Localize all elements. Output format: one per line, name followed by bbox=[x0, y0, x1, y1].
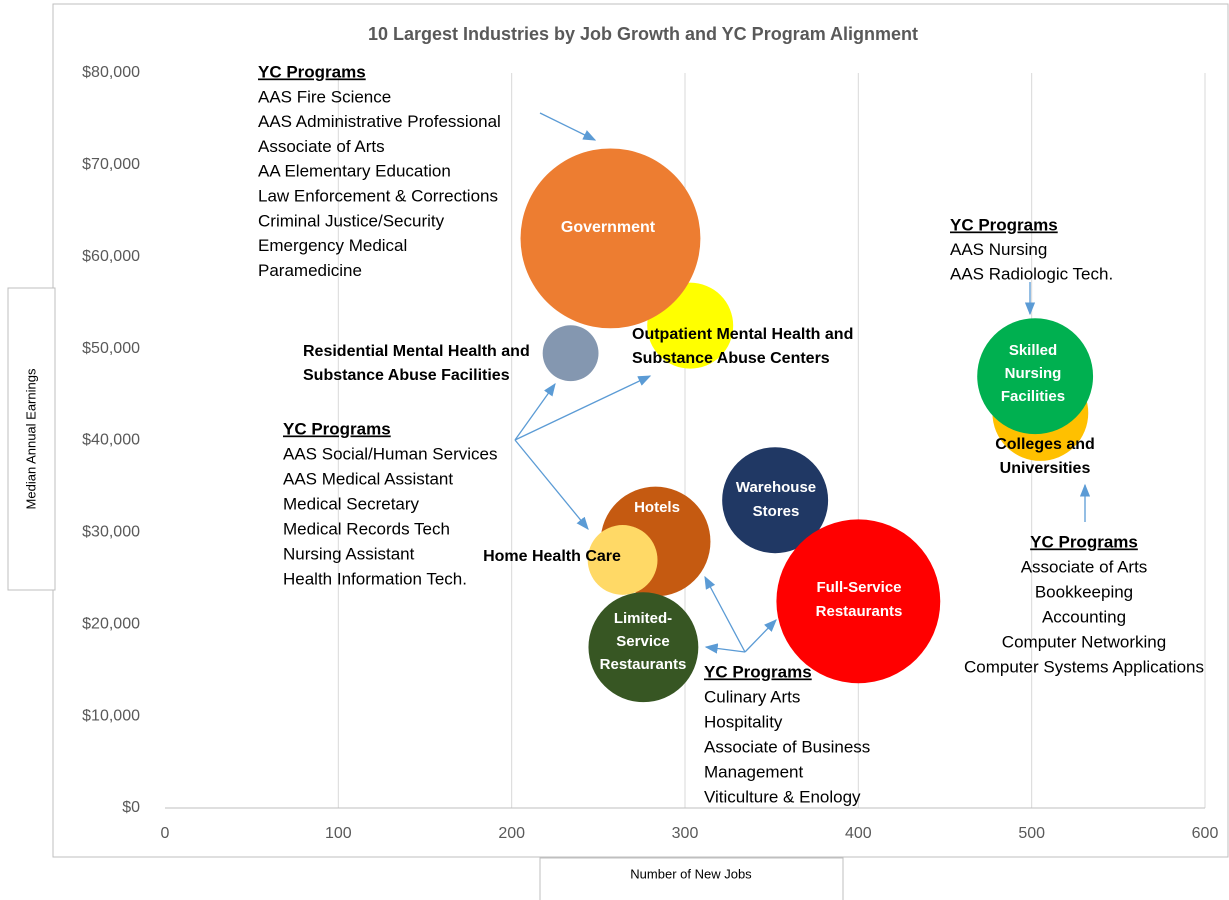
annotation-item: Paramedicine bbox=[258, 261, 362, 280]
annotation-item: Emergency Medical bbox=[258, 236, 407, 255]
bubble bbox=[588, 592, 699, 703]
x-tick-label: 100 bbox=[325, 825, 352, 842]
annotation-item: Computer Networking bbox=[1002, 632, 1166, 651]
annotation-item: AAS Social/Human Services bbox=[283, 444, 497, 463]
y-tick-label: $50,000 bbox=[82, 340, 140, 357]
bubble bbox=[587, 525, 658, 595]
annotation-heading: YC Programs bbox=[950, 215, 1058, 234]
y-axis-title: Median Annual Earnings bbox=[23, 368, 38, 509]
x-tick-label: 300 bbox=[672, 825, 699, 842]
annotation-item: Associate of Business bbox=[704, 737, 870, 756]
annotation-item: Management bbox=[704, 762, 804, 781]
bubble-label: Restaurants bbox=[816, 603, 903, 620]
y-tick-label: $0 bbox=[122, 799, 140, 816]
chart-title: 10 Largest Industries by Job Growth and … bbox=[368, 24, 918, 44]
annotation-heading: YC Programs bbox=[1030, 532, 1138, 551]
bubble-label: Restaurants bbox=[600, 656, 687, 673]
bubble-label: Universities bbox=[1000, 460, 1091, 477]
x-tick-label: 0 bbox=[161, 825, 170, 842]
bubble-label: Substance Abuse Centers bbox=[632, 350, 830, 367]
bubble-label: Warehouse bbox=[736, 479, 816, 496]
x-axis-title: Number of New Jobs bbox=[630, 866, 752, 881]
bubble-label: Service bbox=[616, 633, 669, 650]
annotation-item: Nursing Assistant bbox=[283, 544, 415, 563]
annotation-item: AAS Radiologic Tech. bbox=[950, 264, 1113, 283]
arrow bbox=[514, 382, 556, 441]
y-tick-label: $80,000 bbox=[82, 64, 140, 81]
bubble-label: Nursing bbox=[1005, 365, 1062, 382]
y-tick-label: $70,000 bbox=[82, 156, 140, 173]
bubble-label: Stores bbox=[753, 503, 800, 520]
bubble-label: Skilled bbox=[1009, 342, 1057, 359]
bubble bbox=[520, 148, 701, 329]
annotation-item: Medical Secretary bbox=[283, 494, 420, 513]
annotation-item: Health Information Tech. bbox=[283, 569, 467, 588]
arrow bbox=[514, 439, 589, 531]
y-tick-label: $30,000 bbox=[82, 524, 140, 541]
x-tick-label: 600 bbox=[1192, 825, 1219, 842]
bubble-label: Substance Abuse Facilities bbox=[303, 367, 510, 384]
annotation-item: Associate of Arts bbox=[258, 137, 385, 156]
annotation-item: Associate of Arts bbox=[1021, 557, 1148, 576]
annotation-item: Medical Records Tech bbox=[283, 519, 450, 538]
arrow bbox=[704, 643, 746, 654]
annotation-item: Criminal Justice/Security bbox=[258, 211, 445, 230]
annotation-item: AAS Medical Assistant bbox=[283, 469, 453, 488]
arrow bbox=[539, 112, 597, 141]
annotation-item: Accounting bbox=[1042, 607, 1126, 626]
annotation-item: AAS Nursing bbox=[950, 240, 1047, 259]
bubble-label: Limited- bbox=[614, 610, 672, 627]
annotation-item: Hospitality bbox=[704, 712, 783, 731]
annotation-item: Bookkeeping bbox=[1035, 582, 1133, 601]
arrow bbox=[744, 619, 777, 653]
bubble-label: Government bbox=[561, 219, 656, 236]
x-tick-label: 500 bbox=[1018, 825, 1045, 842]
bubble-label: Full-Service bbox=[816, 579, 901, 596]
y-tick-label: $10,000 bbox=[82, 707, 140, 724]
y-tick-label: $20,000 bbox=[82, 615, 140, 632]
x-tick-label: 400 bbox=[845, 825, 872, 842]
x-title-box bbox=[539, 857, 844, 900]
annotation-item: Law Enforcement & Corrections bbox=[258, 186, 498, 205]
bubble-label: Hotels bbox=[634, 499, 680, 516]
annotation-item: AA Elementary Education bbox=[258, 162, 451, 181]
bubble-label: Outpatient Mental Health and bbox=[632, 326, 853, 343]
arrow bbox=[704, 575, 746, 653]
bubble bbox=[542, 325, 599, 382]
bubble-label: Home Health Care bbox=[483, 548, 621, 565]
annotation-item: Computer Systems Applications bbox=[964, 657, 1204, 676]
bubble-label: Residential Mental Health and bbox=[303, 343, 530, 360]
arrow bbox=[514, 375, 652, 441]
annotation-item: AAS Administrative Professional bbox=[258, 112, 501, 131]
annotation-item: AAS Fire Science bbox=[258, 87, 391, 106]
bubble bbox=[776, 519, 941, 684]
annotation-heading: YC Programs bbox=[283, 419, 391, 438]
y-tick-label: $60,000 bbox=[82, 248, 140, 265]
y-tick-label: $40,000 bbox=[82, 432, 140, 449]
annotation-heading: YC Programs bbox=[258, 62, 366, 81]
annotation-heading: YC Programs bbox=[704, 662, 812, 681]
annotation-item: Viticulture & Enology bbox=[704, 787, 861, 806]
y-title-box bbox=[7, 287, 56, 591]
bubble-label: Colleges and bbox=[995, 436, 1095, 453]
bubble bbox=[977, 318, 1094, 435]
bubble bbox=[722, 447, 829, 554]
annotation-item: Culinary Arts bbox=[704, 687, 800, 706]
bubble-label: Facilities bbox=[1001, 388, 1065, 405]
x-tick-label: 200 bbox=[498, 825, 525, 842]
